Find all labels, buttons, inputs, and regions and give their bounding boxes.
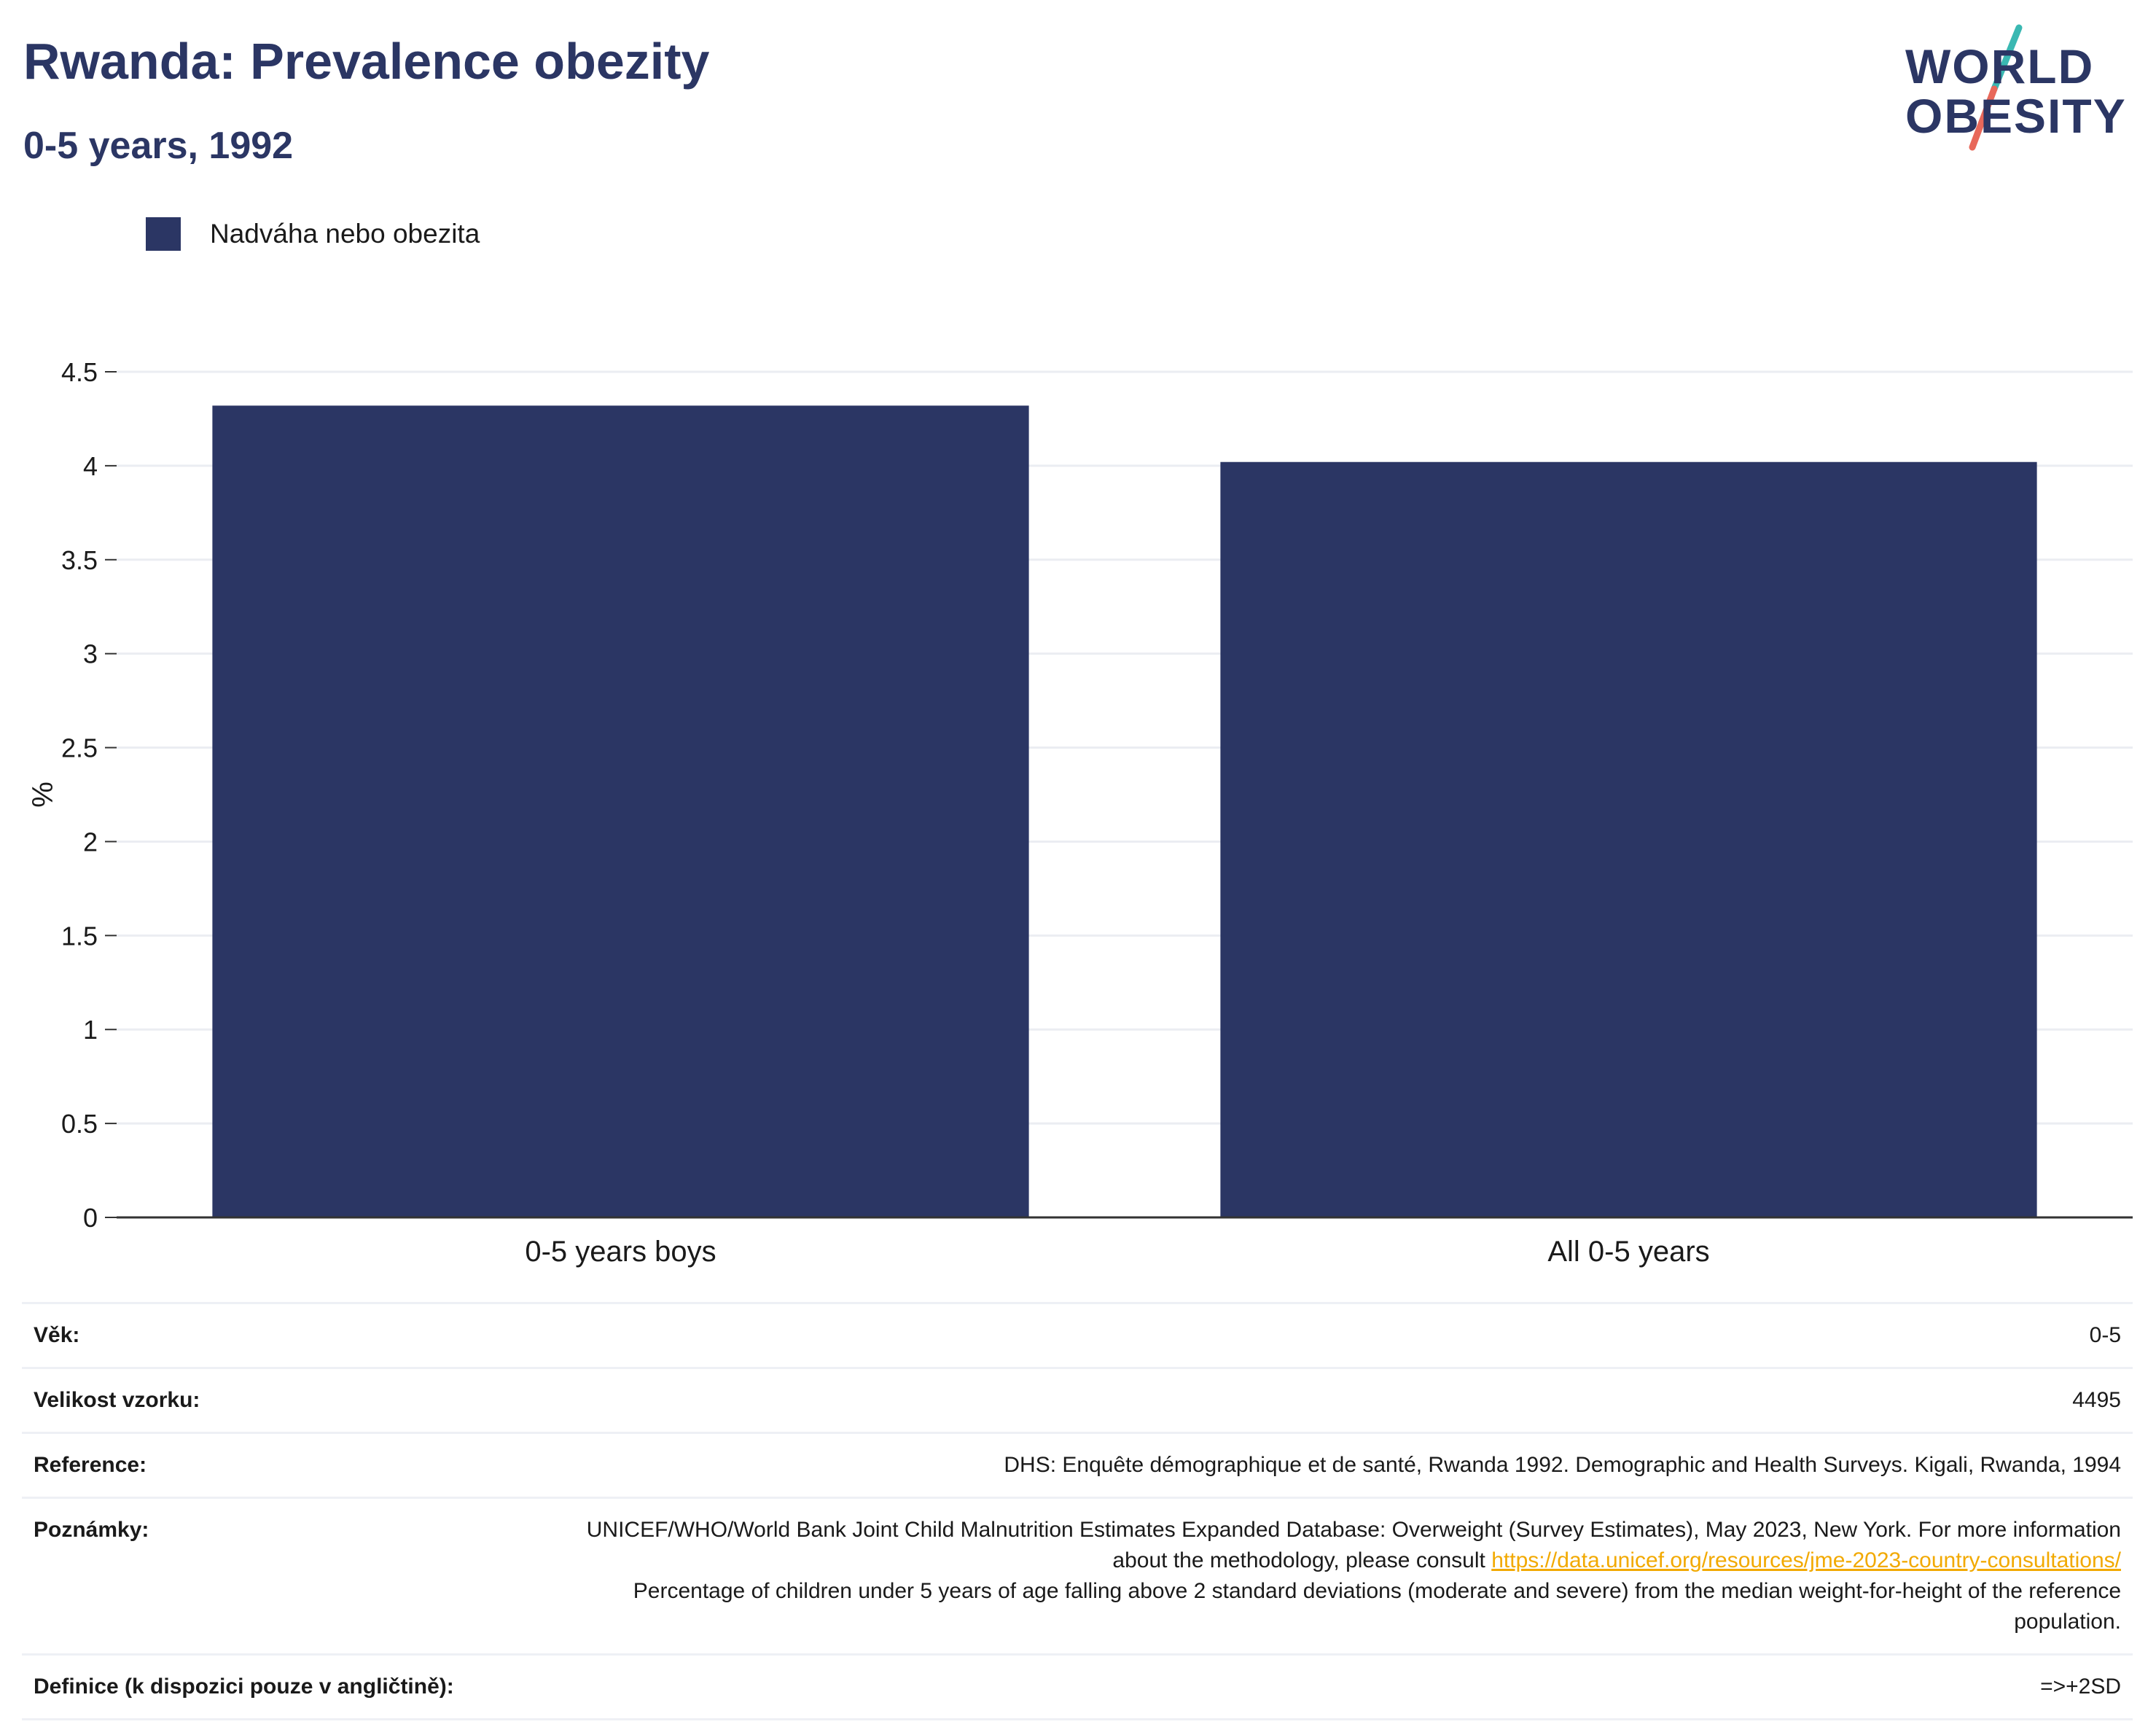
- sample-size-label: Velikost vzorku:: [34, 1388, 200, 1412]
- notes-text-definition: Percentage of children under 5 years of …: [633, 1579, 2121, 1634]
- x-tick-label: 0-5 years boys: [525, 1236, 716, 1268]
- sample-size-value: 4495: [2072, 1388, 2121, 1412]
- info-row-reference: Reference: DHS: Enquête démographique et…: [22, 1432, 2133, 1498]
- legend: Nadváha nebo obezita: [146, 217, 480, 251]
- bars: [212, 405, 2037, 1217]
- y-tick-label: 4: [83, 451, 98, 481]
- reference-value: DHS: Enquête démographique et de santé, …: [1004, 1453, 2121, 1477]
- info-row-age: Věk: 0-5: [22, 1303, 2133, 1368]
- y-axis-label: %: [27, 781, 59, 808]
- chart-subtitle: 0-5 years, 1992: [23, 125, 294, 167]
- definition-value: =>+2SD: [2040, 1674, 2121, 1699]
- legend-swatch: [146, 217, 181, 251]
- y-tick-label: 0: [83, 1203, 98, 1233]
- y-tick-label: 3.5: [61, 545, 98, 575]
- age-label: Věk:: [34, 1323, 80, 1347]
- bar-chart: 0 0.5 1 1.5 2 2.5 3 3.5 4 4.5 0-5 years boys All 0-…: [27, 357, 2133, 1268]
- notes-label: Poznámky:: [34, 1518, 149, 1542]
- logo-slash-icon: [1969, 24, 2023, 151]
- y-tick-label: 2.5: [61, 733, 98, 763]
- notes-text-source: UNICEF/WHO/World Bank Joint Child Malnut…: [586, 1518, 2121, 1572]
- definition-label: Definice (k dispozici pouze v angličtině…: [34, 1674, 454, 1699]
- info-row-sample-size: Velikost vzorku: 4495: [22, 1368, 2133, 1433]
- x-tick-label: All 0-5 years: [1547, 1236, 1709, 1268]
- y-tick-label: 1.5: [61, 921, 98, 951]
- info-table: Věk: 0-5 Velikost vzorku: 4495 Reference…: [22, 1302, 2133, 1720]
- y-tick-label: 1: [83, 1015, 98, 1045]
- y-tick-label: 3: [83, 639, 98, 669]
- axes: 0 0.5 1 1.5 2 2.5 3 3.5 4 4.5 0-5 years boys All 0-…: [61, 357, 2133, 1268]
- age-value: 0-5: [2089, 1323, 2121, 1347]
- y-tick-label: 0.5: [61, 1109, 98, 1139]
- legend-label: Nadváha nebo obezita: [210, 219, 480, 249]
- y-tick-label: 2: [83, 827, 98, 857]
- y-tick-label: 4.5: [61, 357, 98, 387]
- logo-word-world: WORLD: [1905, 39, 2095, 93]
- methodology-link[interactable]: https://data.unicef.org/resources/jme-20…: [1491, 1548, 2121, 1572]
- world-obesity-logo[interactable]: WORLD OBESITY: [1902, 22, 2143, 153]
- reference-label: Reference:: [34, 1453, 147, 1477]
- bar[interactable]: [1220, 461, 2037, 1217]
- notes-value: UNICEF/WHO/World Bank Joint Child Malnut…: [555, 1498, 2133, 1655]
- info-row-definition: Definice (k dispozici pouze v angličtině…: [22, 1654, 2133, 1720]
- logo-word-obesity: OBESITY: [1905, 89, 2127, 143]
- info-row-notes: Poznámky: UNICEF/WHO/World Bank Joint Ch…: [22, 1497, 2133, 1655]
- chart-title: Rwanda: Prevalence obezity: [23, 33, 710, 90]
- bar[interactable]: [212, 405, 1029, 1217]
